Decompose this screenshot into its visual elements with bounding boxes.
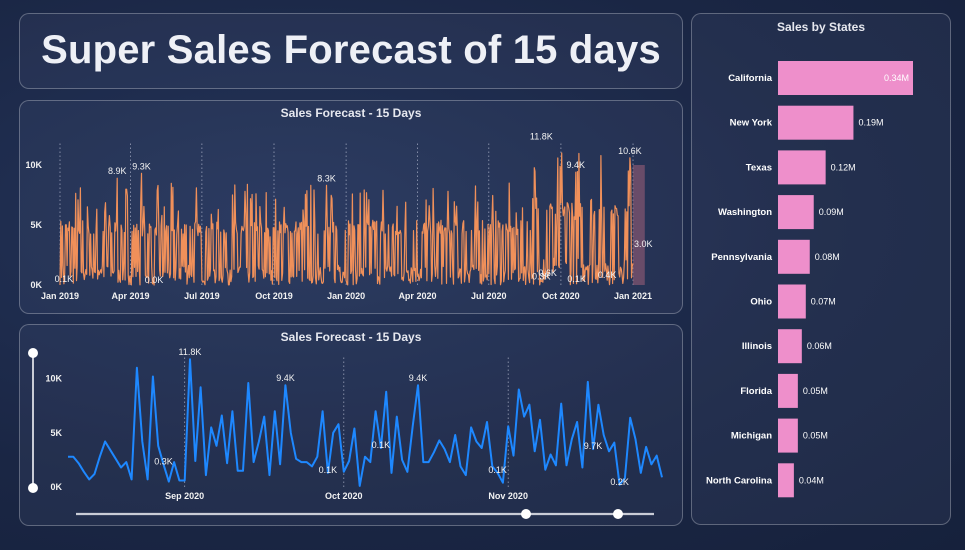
- chart1-data-label: 11.8K: [530, 131, 553, 141]
- chart2-xtick: Nov 2020: [488, 491, 528, 501]
- chart1-ytick: 5K: [30, 220, 42, 230]
- chart1-xtick: Apr 2019: [112, 291, 150, 301]
- state-bar: [778, 373, 798, 408]
- title-card: Super Sales Forecast of 15 days: [19, 13, 683, 89]
- chart2-xtick: Oct 2020: [325, 491, 363, 501]
- state-label: Illinois: [742, 341, 772, 352]
- chart2-data-label: 0.3K: [154, 456, 173, 466]
- state-value-label: 0.34M: [884, 73, 909, 83]
- chart1-data-label: 0.6K: [538, 268, 557, 278]
- state-value-label: 0.05M: [803, 386, 828, 396]
- chart1-xtick: Oct 2019: [255, 291, 293, 301]
- dashboard-title: Super Sales Forecast of 15 days: [41, 28, 661, 72]
- chart1-xtick: Jul 2020: [471, 291, 507, 301]
- state-bar: [778, 329, 802, 364]
- state-value-label: 0.09M: [819, 207, 844, 217]
- chart2-data-label: 11.8K: [179, 347, 202, 357]
- chart1-ytick: 10K: [25, 160, 42, 170]
- chart1-xtick: Jul 2019: [184, 291, 220, 301]
- sales-forecast-chart-zoomed[interactable]: Sales Forecast - 15 Days 0K 5K 10K Sep 2020…: [19, 324, 683, 526]
- chart1-data-label: 9.3K: [132, 161, 151, 171]
- chart2-title: Sales Forecast - 15 Days: [280, 330, 422, 344]
- chart1-ytick: 0K: [30, 280, 42, 290]
- state-bar: [778, 150, 826, 185]
- chart1-xtick: Jan 2020: [327, 291, 365, 301]
- chart1-data-label: 9.4K: [567, 160, 586, 170]
- sales-forecast-chart-full[interactable]: Sales Forecast - 15 Days 0K 5K 10K Jan 2019…: [19, 100, 683, 314]
- state-label: Michigan: [731, 431, 772, 442]
- chart2-x-slider-handle-end: [613, 509, 623, 519]
- state-label: Texas: [746, 162, 772, 173]
- state-bar: [778, 463, 794, 498]
- chart1-data-label: 0.1K: [55, 274, 74, 284]
- chart1-data-label: 8.9K: [108, 166, 127, 176]
- state-bar: [778, 284, 806, 319]
- state-label: California: [728, 73, 773, 84]
- chart1-data-label: 0.1K: [567, 274, 586, 284]
- state-label: Ohio: [750, 297, 772, 308]
- chart1-title: Sales Forecast - 15 Days: [280, 106, 422, 120]
- chart2-data-label: 9.4K: [409, 373, 428, 383]
- chart2-series-line: [68, 358, 663, 487]
- chart3-title: Sales by States: [776, 20, 866, 34]
- chart2-data-label: 9.4K: [276, 373, 295, 383]
- sales-by-states-chart[interactable]: Sales by States California 0.34M New York 0…: [691, 13, 951, 525]
- chart1-series-line: [59, 152, 634, 286]
- chart2-data-label: 0.1K: [319, 465, 338, 475]
- state-value-label: 0.07M: [811, 297, 836, 307]
- chart1-data-label: 0.3K: [532, 271, 551, 281]
- chart2-xtick: Sep 2020: [165, 491, 204, 501]
- state-value-label: 0.19M: [858, 118, 883, 128]
- chart2-y-slider-handle-top: [28, 348, 38, 358]
- chart1-data-label: 8.3K: [317, 173, 336, 183]
- state-value-label: 0.12M: [831, 162, 856, 172]
- chart2-data-label: 0.2K: [610, 477, 629, 487]
- state-value-label: 0.04M: [799, 475, 824, 485]
- state-label: North Carolina: [706, 475, 773, 486]
- state-bar: [778, 61, 913, 95]
- chart1-xtick: Apr 2020: [398, 291, 436, 301]
- state-bar: [778, 418, 798, 453]
- chart1-data-label: 10.6K: [618, 146, 642, 156]
- chart1-xtick: Jan 2019: [41, 291, 79, 301]
- state-bar: [778, 239, 810, 274]
- chart1-data-label: 0.0K: [145, 275, 164, 285]
- chart2-ytick: 0K: [50, 482, 62, 492]
- chart2-ytick: 5K: [50, 428, 62, 438]
- chart2-ytick: 10K: [45, 374, 62, 384]
- chart1-data-label: 0.4K: [598, 270, 617, 280]
- chart2-data-label: 9.7K: [584, 441, 603, 451]
- state-bar: [778, 105, 854, 140]
- chart1-xtick: Oct 2020: [542, 291, 580, 301]
- state-value-label: 0.05M: [803, 431, 828, 441]
- chart2-data-label: 0.1K: [372, 440, 391, 450]
- state-value-label: 0.06M: [807, 341, 832, 351]
- state-label: Florida: [740, 386, 772, 397]
- state-value-label: 0.08M: [815, 252, 840, 262]
- chart2-svg[interactable]: 0K 5K 10K Sep 2020 Oct 2020 Nov 2020 0.3K 11.8K…: [20, 325, 684, 527]
- chart2-data-label: 0.1K: [488, 465, 507, 475]
- chart3-svg[interactable]: California 0.34M New York 0.19M Texas 0.12M Wa…: [692, 14, 952, 526]
- state-bar: [778, 195, 814, 230]
- chart2-y-slider-handle-bottom: [28, 483, 38, 493]
- chart1-forecast-band: [633, 165, 645, 285]
- chart1-xtick: Jan 2021: [614, 291, 652, 301]
- chart1-data-label: 3.0K: [634, 239, 653, 249]
- chart1-svg[interactable]: 0K 5K 10K Jan 2019 Apr 2019 Jul 2019 Oct 2019 J…: [20, 101, 684, 315]
- state-label: Pennsylvania: [711, 252, 772, 263]
- state-label: New York: [730, 118, 773, 129]
- chart2-x-slider-handle-start: [521, 509, 531, 519]
- state-label: Washington: [718, 207, 772, 218]
